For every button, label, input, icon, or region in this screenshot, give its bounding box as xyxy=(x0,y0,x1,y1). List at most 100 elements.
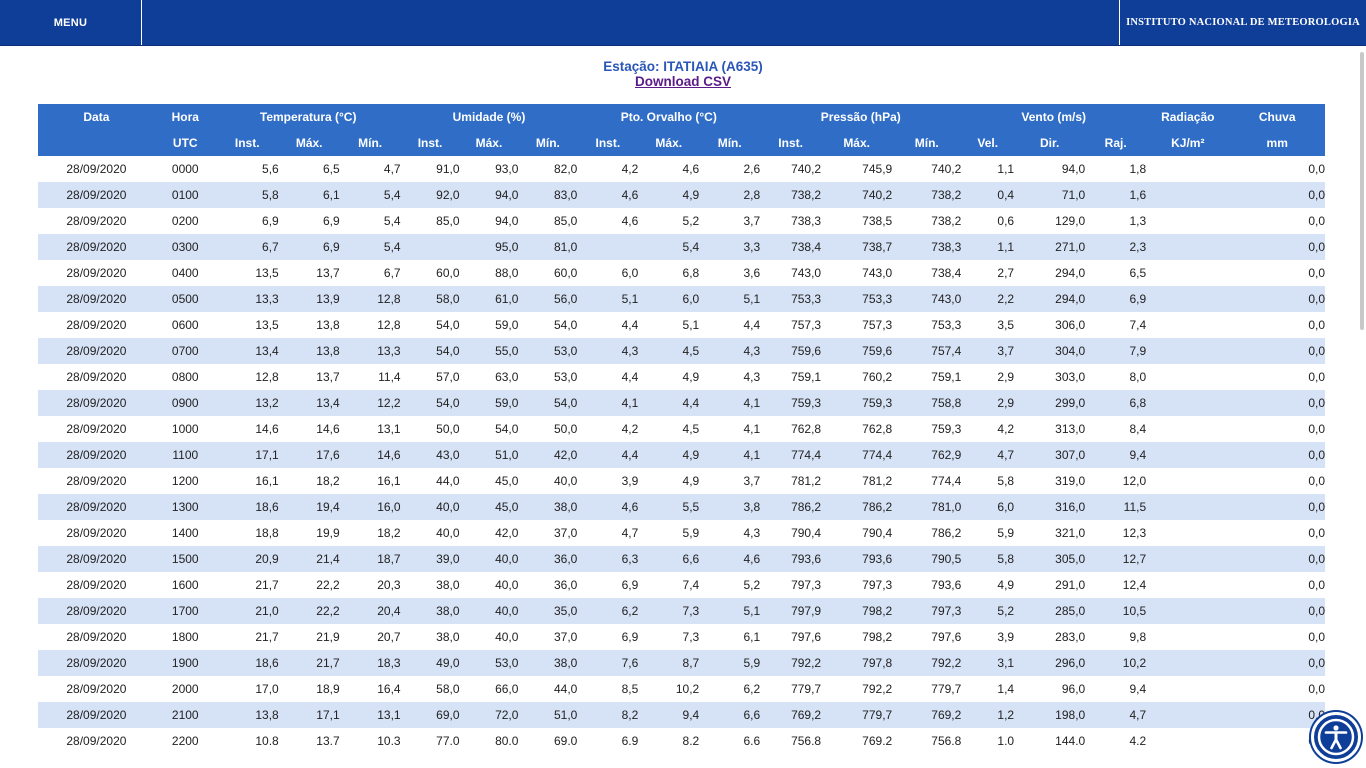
table-cell: 3,3 xyxy=(699,234,761,260)
table-cell: 8,2 xyxy=(577,702,639,728)
table-cell: 0,0 xyxy=(1308,526,1325,540)
subheader-cell: Inst. xyxy=(577,130,639,156)
table-cell: 1300 xyxy=(154,494,216,520)
table-cell: 0500 xyxy=(154,286,216,312)
table-cell: 28/09/2020 xyxy=(66,370,127,384)
table-cell: 6,9 xyxy=(262,214,279,228)
table-cell: 0,0 xyxy=(1229,546,1325,572)
table-cell: 7,3 xyxy=(638,598,700,624)
table-cell: 740,2 xyxy=(791,162,822,176)
table-cell: 16,1 xyxy=(377,474,401,488)
table-cell: 792,2 xyxy=(892,650,962,676)
table-cell xyxy=(1146,338,1230,364)
table-cell xyxy=(577,234,639,260)
table-cell xyxy=(1146,390,1230,416)
table-cell: 1700 xyxy=(154,598,216,624)
table-cell: 291,0 xyxy=(1055,578,1086,592)
subheader-cell: Inst. xyxy=(760,130,822,156)
table-cell: 19,9 xyxy=(316,526,340,540)
table-cell: 4,1 xyxy=(699,442,761,468)
table-cell: 4,5 xyxy=(638,338,700,364)
table-cell: 0,0 xyxy=(1308,318,1325,332)
table-cell: 1800 xyxy=(171,630,199,644)
subheader-cell: Mín. xyxy=(892,130,962,156)
table-cell: 743,0 xyxy=(791,266,822,280)
table-cell: 0000 xyxy=(171,162,199,176)
table-row: 28/09/2020 1000 14,6 14,6 13,1 50,0 54,0 50,0 4,… xyxy=(38,416,1325,442)
table-cell: 40,0 xyxy=(495,578,519,592)
table-cell: 4,4 xyxy=(621,318,639,332)
table-cell: 0,0 xyxy=(1308,214,1325,228)
table-cell: 296,0 xyxy=(1014,650,1086,676)
table-cell: 738,2 xyxy=(760,182,822,208)
table-cell: 12,7 xyxy=(1085,546,1147,572)
table-cell: 6,7 xyxy=(215,234,279,260)
table-cell: 12,8 xyxy=(339,286,401,312)
table-cell: 21,9 xyxy=(316,630,340,644)
table-cell: 781,2 xyxy=(862,474,893,488)
table-cell: 56,0 xyxy=(518,286,578,312)
menu-button[interactable]: MENU xyxy=(0,0,142,45)
table-cell: 792,2 xyxy=(760,650,822,676)
table-cell: 4,4 xyxy=(638,390,700,416)
subheader-cell: Inst. xyxy=(215,130,279,156)
table-cell: 6,8 xyxy=(1085,390,1147,416)
table-cell: 12,8 xyxy=(255,370,279,384)
table-cell: 0200 xyxy=(171,214,199,228)
table-cell: 28/09/2020 xyxy=(66,630,127,644)
table-cell: 66,0 xyxy=(495,682,519,696)
page-scrollbar[interactable] xyxy=(1360,52,1364,330)
table-cell: 6,9 xyxy=(1085,286,1147,312)
subheader-cell: KJ/m² xyxy=(1146,130,1230,156)
table-cell: 13,3 xyxy=(215,286,279,312)
subheader-cell: Inst. xyxy=(400,130,460,156)
table-row: 28/09/2020 0600 13,5 13,8 12,8 54,0 59,0 54,0 4,… xyxy=(38,312,1325,338)
table-cell: 3,7 xyxy=(743,214,761,228)
table-row: 28/09/2020 1700 21,0 22,2 20,4 38,0 40,0 35,0 6,… xyxy=(38,598,1325,624)
download-csv-link[interactable]: Download CSV xyxy=(634,74,731,89)
table-cell: 36,0 xyxy=(518,546,578,572)
accessibility-button[interactable] xyxy=(1311,712,1361,762)
table-cell: 5,4 xyxy=(638,234,700,260)
brand-link[interactable]: INSTITUTO NACIONAL DE METEOROLOGIA xyxy=(1119,0,1366,45)
table-cell: 13,8 xyxy=(278,338,340,364)
table-cell xyxy=(1146,676,1229,702)
table-cell: 756,8 xyxy=(931,734,962,745)
table-cell: 1,1 xyxy=(997,162,1015,176)
table-cell: 10,2 xyxy=(675,682,700,696)
table-cell: 759,3 xyxy=(760,390,822,416)
table-cell: 13,4 xyxy=(278,390,340,416)
table-cell: 740,2 xyxy=(821,182,893,208)
table-cell: 797,6 xyxy=(791,630,822,644)
table-cell: 0,0 xyxy=(1229,442,1325,468)
table-cell: 769,2 xyxy=(892,702,962,728)
header-chuva: Chuva xyxy=(1229,104,1325,130)
table-cell: 3,6 xyxy=(743,266,761,280)
table-cell: 40,0 xyxy=(459,546,519,572)
table-cell: 0,0 xyxy=(1229,390,1325,416)
table-cell: 305,0 xyxy=(1014,546,1086,572)
table-cell: 319,0 xyxy=(1055,474,1086,488)
table-cell: 779,7 xyxy=(821,702,893,728)
accessibility-icon xyxy=(1317,718,1355,756)
table-cell: 6,6 xyxy=(699,702,761,728)
table-cell: 53,0 xyxy=(459,650,519,676)
table-cell: 17,0 xyxy=(255,682,279,696)
table-cell: 0800 xyxy=(171,370,199,384)
table-cell: 757,3 xyxy=(791,318,822,332)
table-cell xyxy=(1146,312,1229,338)
table-cell: 786,2 xyxy=(821,494,893,520)
table-cell: 6,5 xyxy=(322,162,340,176)
table-cell: 28/09/2020 xyxy=(66,422,127,436)
table-cell: 11,4 xyxy=(378,370,401,384)
table-cell: 0,0 xyxy=(1308,266,1325,280)
data-table-container[interactable]: Data Hora Temperatura (°C) Umidade (%) P… xyxy=(38,104,1325,745)
table-cell: 69,0 xyxy=(554,734,578,745)
table-cell: 28/09/2020 xyxy=(38,598,155,624)
station-title: Estação: ITATIAIA (A635) xyxy=(603,59,763,74)
table-row: 28/09/2020 1800 21,7 21,9 20,7 38,0 40,0 37,0 6,… xyxy=(38,624,1325,650)
table-cell: 14,6 xyxy=(339,442,401,468)
table-cell: 5,1 xyxy=(682,318,700,332)
table-cell: 18,6 xyxy=(215,494,279,520)
header-radiacao: Radiação xyxy=(1146,104,1230,130)
